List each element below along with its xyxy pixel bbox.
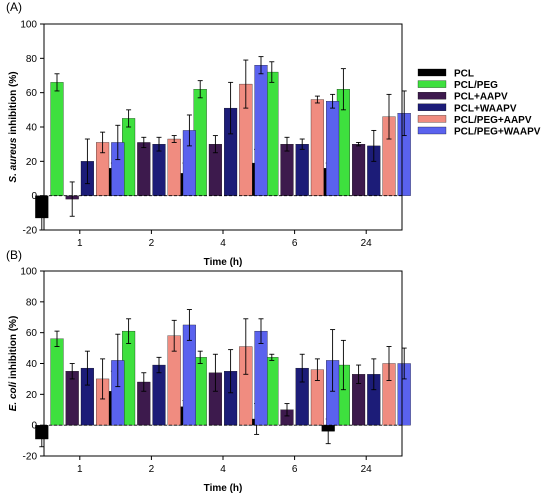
- series-pcl-aapv: [65, 135, 366, 217]
- y-tick-label: 100: [20, 20, 37, 31]
- y-tick-label: 20: [26, 390, 38, 401]
- series-pcl-peg-waapv: [111, 56, 411, 196]
- panel-label: (A): [6, 0, 22, 14]
- legend-label: PCL/PEG: [454, 80, 498, 91]
- x-tick-label: 6: [292, 464, 298, 475]
- legend-item: PCL: [417, 68, 474, 80]
- legend-swatch: [417, 92, 447, 100]
- panel-label: (B): [6, 248, 22, 262]
- y-tick-label: 60: [26, 88, 38, 99]
- bar: [152, 364, 166, 426]
- x-tick-label: 1: [77, 238, 83, 249]
- y-tick-label: -20: [23, 226, 38, 237]
- y-tick-label: -20: [23, 452, 38, 463]
- legend-label: PCL+AAPV: [454, 92, 508, 103]
- bar: [254, 65, 268, 196]
- legend-label: PCL/PEG+AAPV: [454, 115, 532, 126]
- legend: PCLPCL/PEGPCL+AAPVPCL+WAAPVPCL/PEG+AAPVP…: [417, 68, 541, 138]
- legend-item: PCL/PEG+WAAPV: [417, 126, 541, 138]
- bar: [137, 142, 151, 196]
- series-pcl-peg: [50, 318, 350, 426]
- bar: [352, 144, 366, 196]
- y-axis-label-organism: E. coli: [8, 382, 19, 412]
- series-pcl-waapv: [80, 81, 381, 196]
- bar: [152, 144, 166, 196]
- series-pcl-peg-waapv: [111, 309, 411, 426]
- series-pcl-peg: [50, 61, 350, 196]
- legend-swatch: [417, 68, 447, 77]
- y-tick-label: 20: [26, 157, 38, 168]
- legend-label: PCL/PEG+WAAPV: [454, 127, 541, 138]
- plot-frame: [43, 270, 403, 457]
- bar: [310, 99, 324, 196]
- bar: [295, 144, 309, 196]
- legend-item: PCL/PEG+AAPV: [417, 115, 532, 126]
- legend-swatch: [417, 80, 447, 88]
- legend-swatch: [417, 115, 447, 123]
- x-tick-label: 2: [149, 238, 155, 249]
- y-tick-label: 60: [26, 328, 38, 339]
- bar: [280, 144, 294, 196]
- series-pcl-aapv: [65, 353, 366, 426]
- y-tick-label: 40: [26, 123, 38, 134]
- y-tick-label: 0: [31, 421, 37, 432]
- y-tick-label: 40: [26, 359, 38, 370]
- y-axis-label: S. aureus inhibition (%): [8, 71, 19, 182]
- bar: [326, 101, 340, 196]
- y-axis-label-organism: S. aureus: [8, 137, 19, 182]
- series-pcl-peg-aapv: [96, 59, 396, 196]
- legend-item: PCL/PEG: [417, 80, 498, 91]
- y-tick-label: 0: [31, 191, 37, 202]
- y-axis-label: E. coli inhibition (%): [8, 316, 19, 412]
- bar: [50, 82, 64, 196]
- x-tick-label: 4: [220, 464, 226, 475]
- series-pcl-peg-aapv: [96, 318, 396, 426]
- bar: [254, 330, 268, 426]
- x-tick-label: 24: [361, 238, 373, 249]
- legend-item: PCL+AAPV: [417, 92, 508, 103]
- y-tick-label: 80: [26, 54, 38, 65]
- legend-swatch: [417, 126, 447, 135]
- bar: [167, 138, 181, 196]
- legend-label: PCL: [454, 69, 474, 80]
- x-tick-label: 4: [220, 238, 226, 249]
- y-tick-label: 80: [26, 297, 38, 308]
- bar: [50, 338, 64, 426]
- x-tick-label: 6: [292, 238, 298, 249]
- legend-swatch: [417, 103, 447, 111]
- x-tick-label: 24: [361, 464, 373, 475]
- y-tick-label: 100: [20, 267, 37, 278]
- x-tick-label: 1: [77, 464, 83, 475]
- x-axis-label: Time (h): [204, 483, 243, 494]
- y-axis-label-text: inhibition (%): [8, 316, 19, 382]
- x-axis-label: Time (h): [204, 257, 243, 268]
- x-tick-label: 2: [149, 464, 155, 475]
- y-axis-label-text: inhibition (%): [8, 71, 19, 137]
- series-pcl-waapv: [80, 349, 381, 426]
- legend-label: PCL+WAAPV: [454, 103, 517, 114]
- legend-item: PCL+WAAPV: [417, 103, 517, 114]
